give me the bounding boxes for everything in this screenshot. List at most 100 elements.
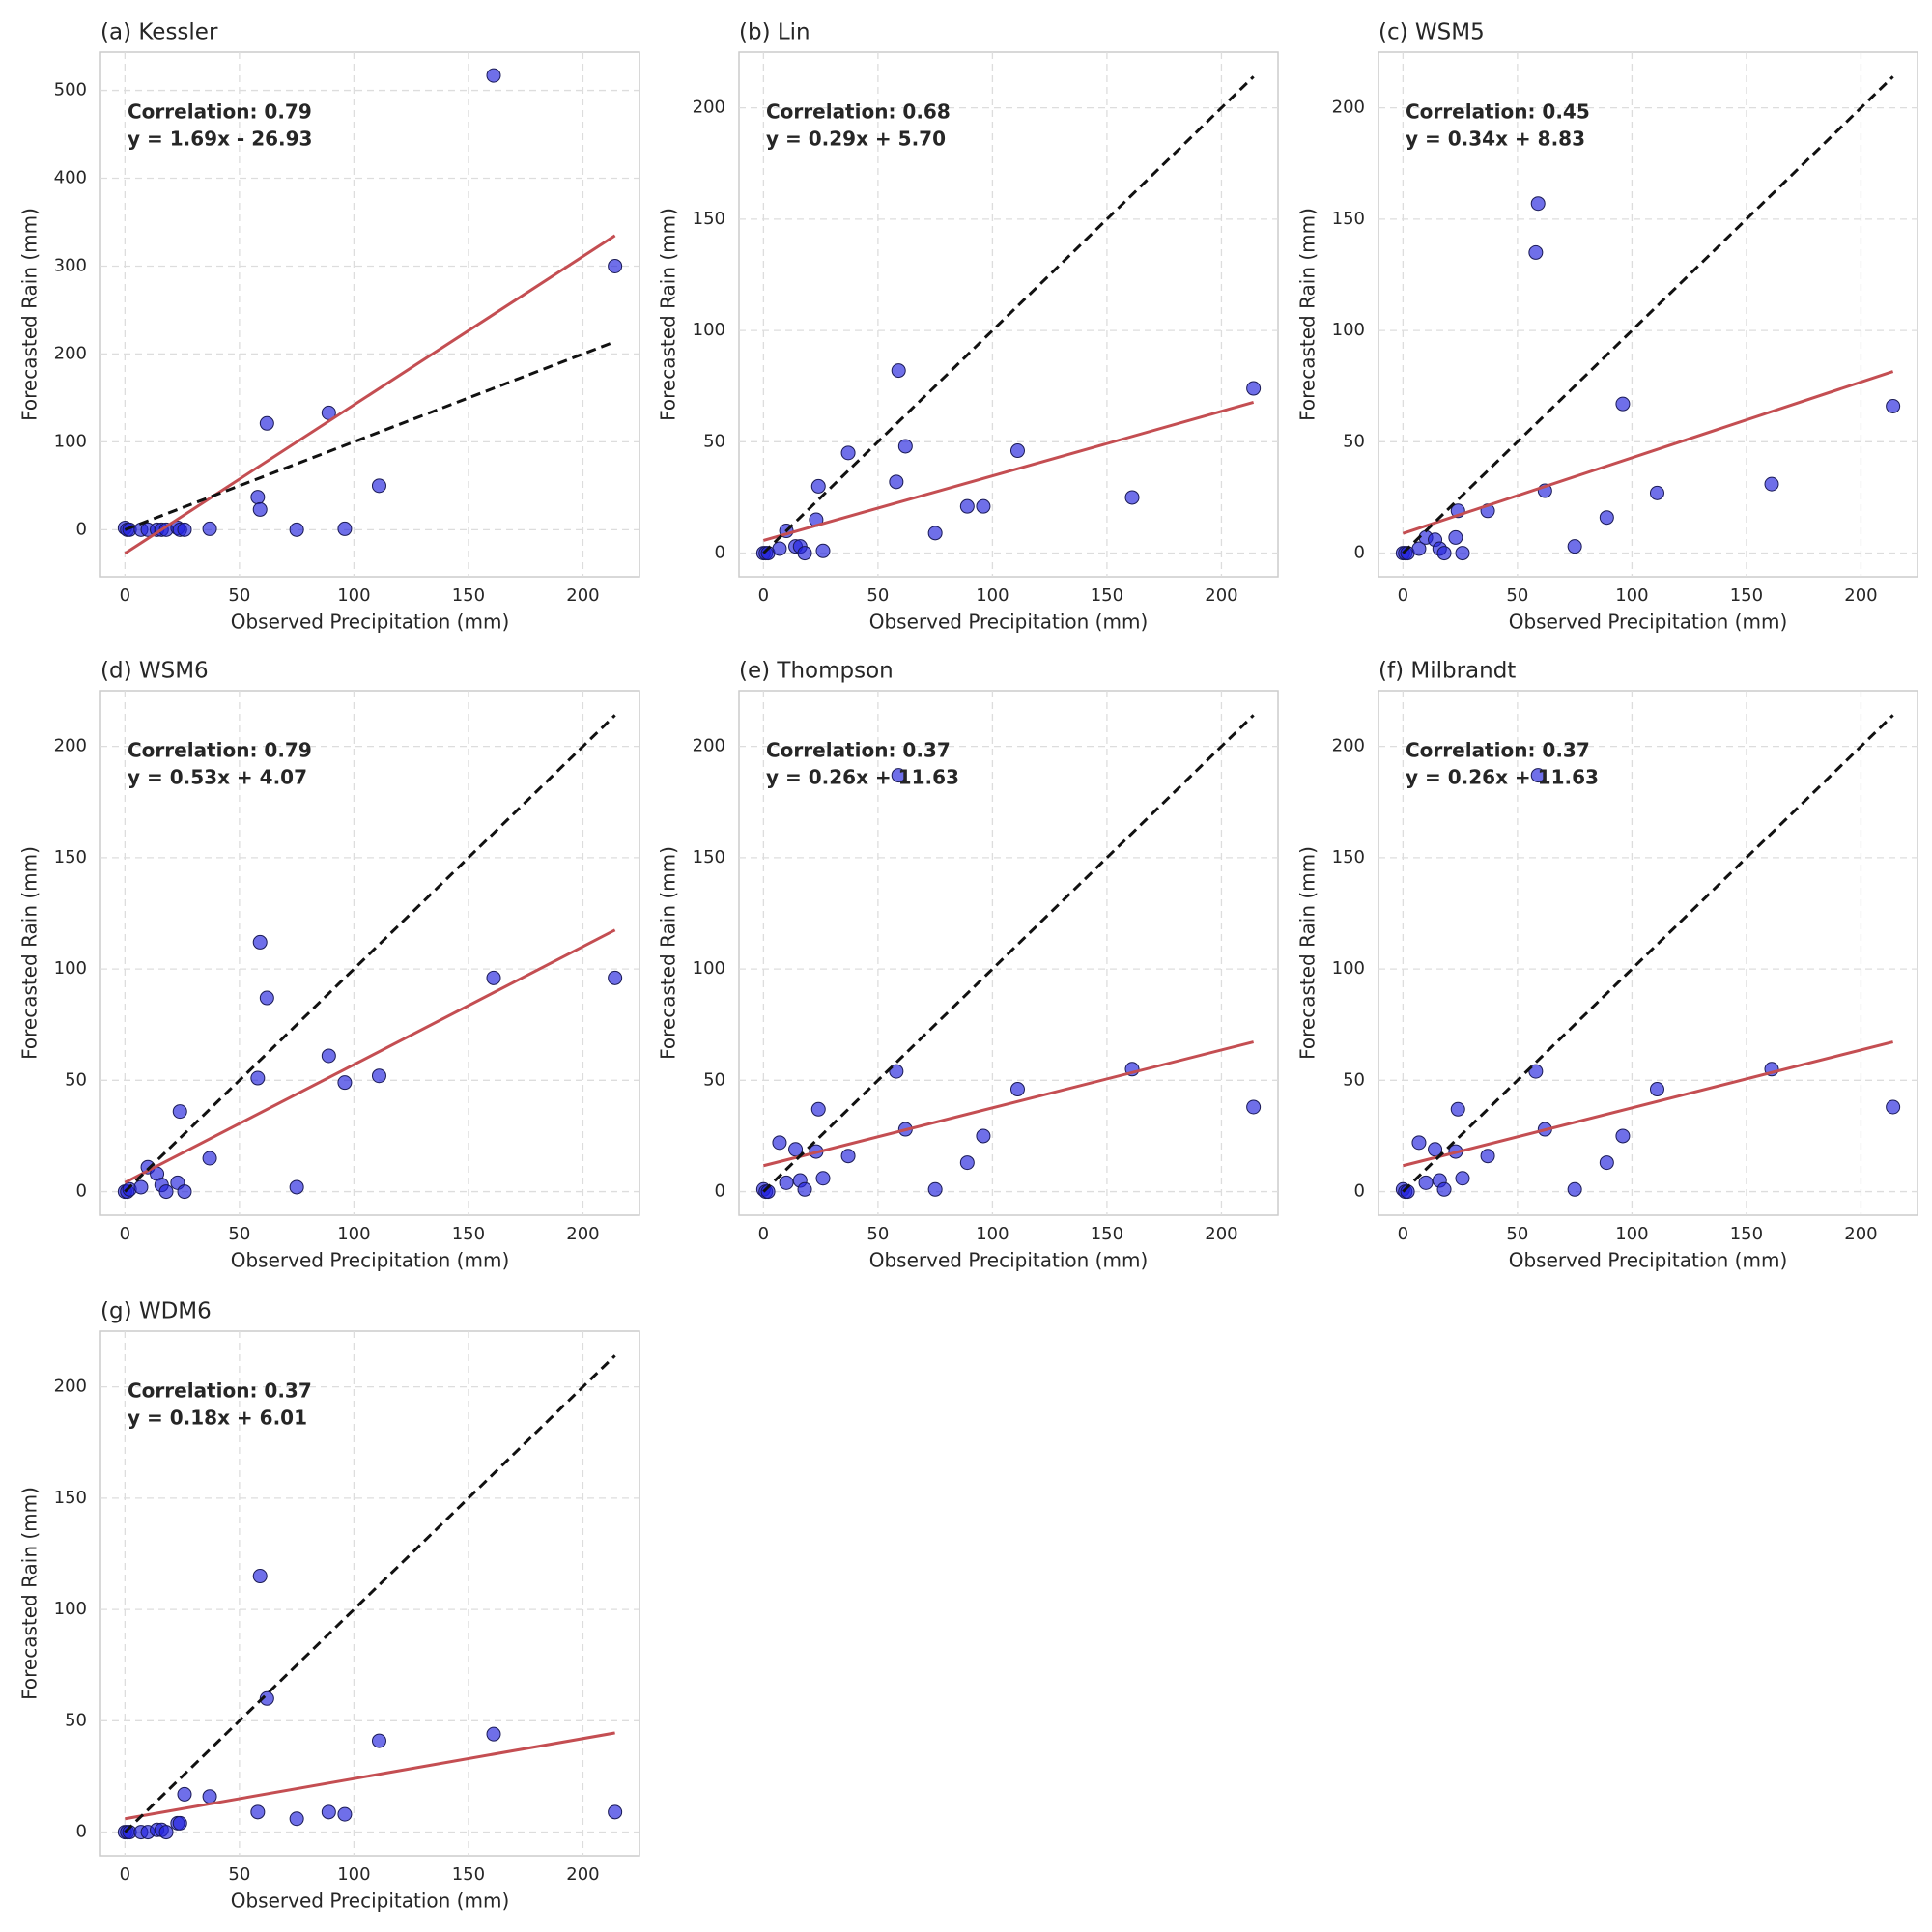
data-point: [1764, 476, 1779, 492]
y-tick-label: 50: [1343, 1069, 1365, 1090]
subplot: 0 50 100 150 200 0 50 100 150 200 (g) WDM6 Observed…: [18, 1299, 640, 1913]
data-point: [608, 258, 623, 273]
data-point: [250, 1804, 266, 1820]
y-tick-label: 50: [65, 1710, 87, 1730]
data-point: [959, 498, 975, 514]
data-point: [1450, 1101, 1465, 1117]
subplot: 0 50 100 150 200 0 50 100 150 200 (b) Lin Observed …: [657, 20, 1279, 634]
data-point: [1567, 539, 1582, 554]
y-tick-label: 200: [693, 736, 725, 756]
x-tick-label: 200: [566, 1224, 599, 1244]
data-point: [1886, 398, 1901, 413]
data-point: [250, 1070, 266, 1086]
data-point: [891, 363, 906, 379]
y-tick-label: 0: [1354, 543, 1365, 563]
plot-marks: [1395, 714, 1901, 1200]
x-tick-label: 0: [758, 585, 769, 606]
y-tick-label: 150: [1332, 209, 1365, 229]
y-tick-label: 0: [76, 1181, 87, 1202]
data-point: [976, 1128, 991, 1144]
data-point: [1886, 1099, 1901, 1115]
regression-line: [1402, 1040, 1894, 1168]
data-point: [840, 445, 856, 461]
y-tick-label: 50: [703, 1069, 725, 1090]
data-point: [1436, 1181, 1452, 1197]
y-tick-label: 150: [693, 847, 725, 867]
data-point: [889, 1064, 904, 1079]
x-tick-label: 50: [228, 1224, 250, 1244]
y-tick-label: 400: [54, 168, 87, 188]
x-axis-label: Observed Precipitation (mm): [1509, 611, 1788, 634]
x-tick-label: 0: [120, 1224, 130, 1244]
y-tick-label: 200: [54, 343, 87, 363]
data-point: [259, 990, 274, 1006]
data-point: [1124, 490, 1140, 505]
x-tick-label: 100: [337, 1864, 370, 1885]
x-tick-label: 100: [1615, 585, 1648, 606]
data-point: [1455, 1171, 1470, 1186]
x-tick-label: 100: [1615, 1224, 1648, 1244]
one-to-one-line: [1402, 714, 1894, 1193]
y-tick-label: 0: [1354, 1181, 1365, 1202]
data-point: [810, 1101, 826, 1117]
one-to-one-line: [762, 75, 1255, 554]
data-point: [608, 970, 623, 985]
subplot: 0 50 100 150 200 0 100 200 300 400 500 (a) Kessler O…: [18, 20, 640, 634]
data-point: [897, 439, 913, 454]
data-point: [158, 1184, 174, 1200]
x-tick-label: 200: [1844, 585, 1877, 606]
x-tick-label: 200: [566, 1864, 599, 1885]
data-point: [889, 474, 904, 490]
data-point: [959, 1155, 975, 1171]
x-tick-label: 50: [1506, 585, 1528, 606]
data-point: [797, 546, 812, 561]
data-point: [289, 522, 304, 537]
data-point: [810, 478, 826, 494]
data-point: [815, 1171, 831, 1186]
y-tick-label: 150: [693, 209, 725, 229]
data-point: [976, 498, 991, 514]
data-point: [337, 521, 353, 536]
data-point: [252, 934, 268, 950]
data-point: [1530, 768, 1546, 783]
data-point: [1528, 244, 1544, 260]
regression-line: [124, 928, 616, 1184]
x-tick-label: 100: [337, 1224, 370, 1244]
annotation: Correlation: 0.79: [128, 100, 312, 124]
data-point: [321, 1804, 336, 1820]
y-tick-label: 500: [54, 80, 87, 100]
y-tick-label: 50: [65, 1069, 87, 1090]
subplot-title: (a) Kessler: [100, 20, 218, 45]
y-tick-label: 100: [1332, 320, 1365, 340]
annotation: Correlation: 0.68: [766, 100, 951, 124]
data-point: [788, 1142, 804, 1157]
y-axis-label: Forecasted Rain (mm): [657, 846, 680, 1060]
y-tick-label: 50: [1343, 431, 1365, 451]
plot-marks: [117, 1354, 623, 1840]
x-axis-label: Observed Precipitation (mm): [231, 611, 510, 634]
one-to-one-line: [124, 714, 616, 1193]
x-tick-label: 200: [1205, 585, 1237, 606]
data-point: [1567, 1181, 1582, 1197]
data-point: [371, 1733, 386, 1748]
data-point: [1411, 541, 1427, 556]
data-point: [1528, 1064, 1544, 1079]
data-point: [1480, 1149, 1495, 1164]
data-point: [177, 522, 192, 537]
x-axis-label: Observed Precipitation (mm): [1509, 1249, 1788, 1272]
data-point: [1009, 1082, 1025, 1097]
data-point: [1400, 1184, 1415, 1200]
regression-line: [762, 1040, 1255, 1168]
y-axis-label: Forecasted Rain (mm): [18, 1487, 42, 1700]
subplot-title: (e) Thompson: [739, 659, 894, 684]
y-tick-label: 0: [76, 519, 87, 539]
x-tick-label: 200: [1844, 1224, 1877, 1244]
data-point: [172, 1104, 187, 1120]
x-tick-label: 0: [758, 1224, 769, 1244]
x-axis-label: Observed Precipitation (mm): [231, 1249, 510, 1272]
subplot-title: (g) WDM6: [100, 1299, 212, 1324]
data-point: [1009, 443, 1025, 459]
data-point: [1649, 1082, 1664, 1097]
